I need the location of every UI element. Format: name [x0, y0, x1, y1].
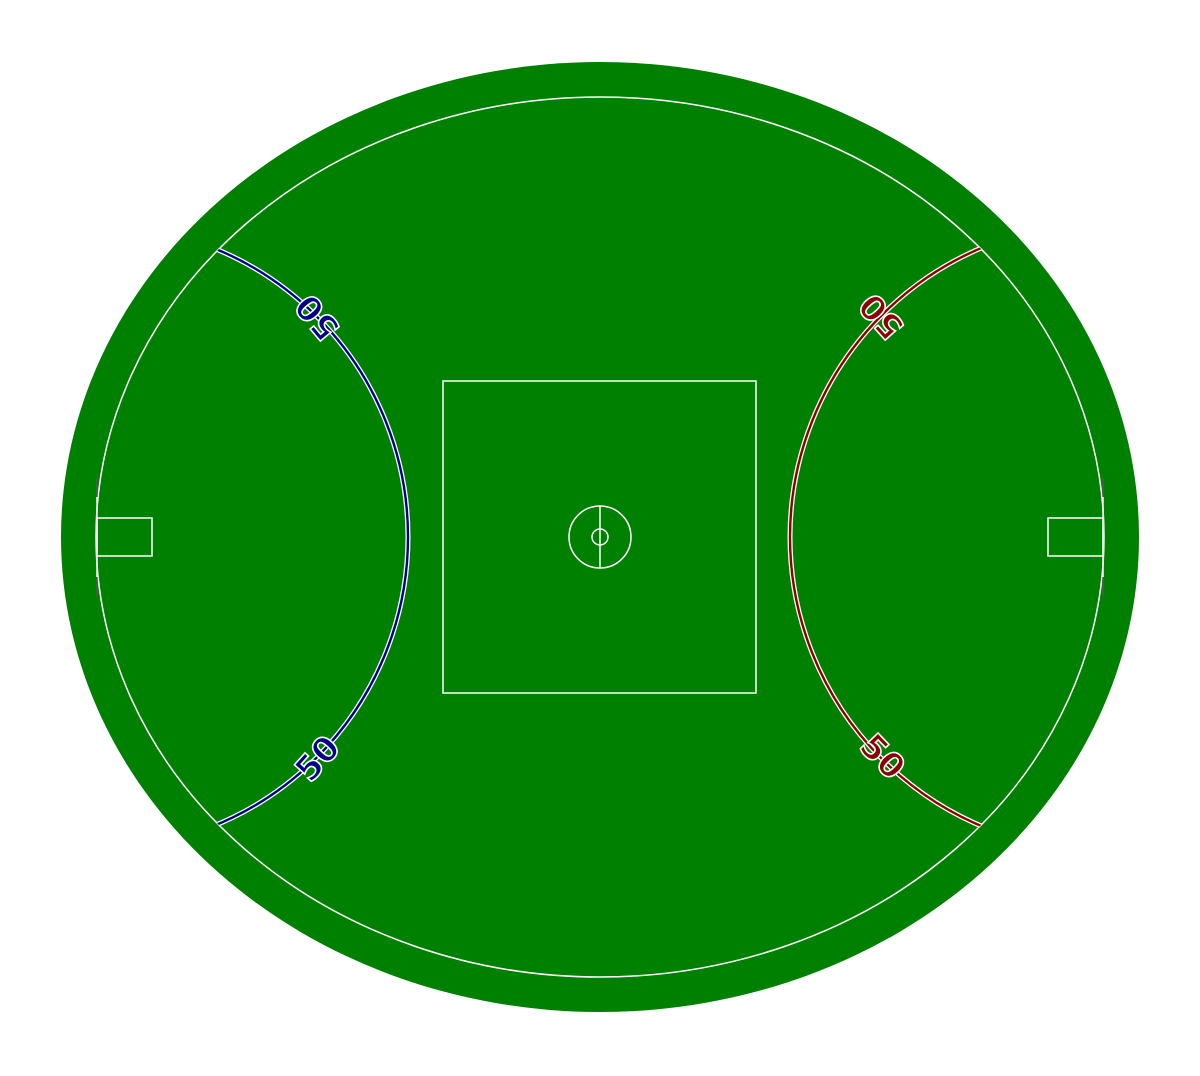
boundary-line — [95, 96, 1105, 978]
left-fifty-arc — [96, 222, 411, 852]
right-fifty-arc — [787, 220, 1104, 854]
center-square — [442, 380, 757, 694]
